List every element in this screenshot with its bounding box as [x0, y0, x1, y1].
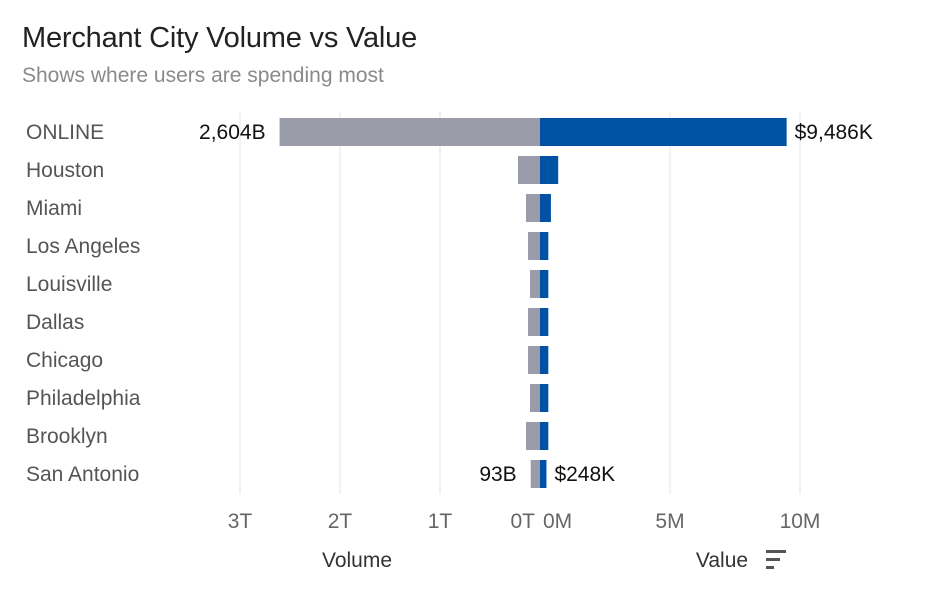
value-axis-title: Value — [696, 549, 748, 572]
value-bar — [540, 308, 549, 336]
category-label: Chicago — [26, 349, 103, 372]
category-label: Miami — [26, 197, 82, 220]
chart-subtitle: Shows where users are spending most — [22, 64, 384, 87]
sort-icon-bar — [766, 550, 786, 553]
category-label: Louisville — [26, 273, 112, 296]
volume-tick-label: 2T — [328, 510, 353, 533]
category-label: San Antonio — [26, 463, 139, 486]
value-bar — [540, 156, 559, 184]
volume-bar — [528, 346, 540, 374]
value-tick-label: 10M — [780, 510, 821, 533]
volume-tick-label: 1T — [428, 510, 453, 533]
value-bar — [540, 460, 547, 488]
volume-bar — [526, 422, 540, 450]
volume-data-label: 2,604B — [199, 121, 266, 144]
sort-icon-bar — [766, 558, 780, 561]
sort-icon-bar — [766, 566, 774, 569]
volume-axis-title: Volume — [322, 549, 392, 572]
volume-bar — [530, 460, 540, 488]
value-bar — [540, 422, 549, 450]
value-data-label: $9,486K — [795, 121, 873, 144]
category-label: Dallas — [26, 311, 84, 334]
volume-data-label: 93B — [479, 463, 516, 486]
volume-bar — [518, 156, 540, 184]
chart-title: Merchant City Volume vs Value — [22, 22, 418, 54]
category-label: ONLINE — [26, 121, 104, 144]
volume-bar — [528, 308, 540, 336]
volume-bar — [530, 270, 540, 298]
volume-bar — [279, 118, 540, 146]
value-bar — [540, 194, 551, 222]
value-tick-label: 5M — [655, 510, 684, 533]
value-data-label: $248K — [554, 463, 615, 486]
volume-bar — [528, 232, 540, 260]
value-bar — [540, 384, 549, 412]
volume-tick-label: 0T — [510, 510, 535, 533]
volume-tick-label: 3T — [228, 510, 253, 533]
volume-bar — [526, 194, 540, 222]
sort-descending-icon[interactable] — [766, 550, 786, 569]
value-bar — [540, 270, 549, 298]
category-label: Philadelphia — [26, 387, 141, 410]
volume-bar — [530, 384, 540, 412]
value-tick-label: 0M — [543, 510, 572, 533]
category-label: Brooklyn — [26, 425, 108, 448]
category-label: Los Angeles — [26, 235, 140, 258]
category-label: Houston — [26, 159, 104, 182]
value-bar — [540, 118, 787, 146]
value-bar — [540, 346, 549, 374]
value-bar — [540, 232, 549, 260]
